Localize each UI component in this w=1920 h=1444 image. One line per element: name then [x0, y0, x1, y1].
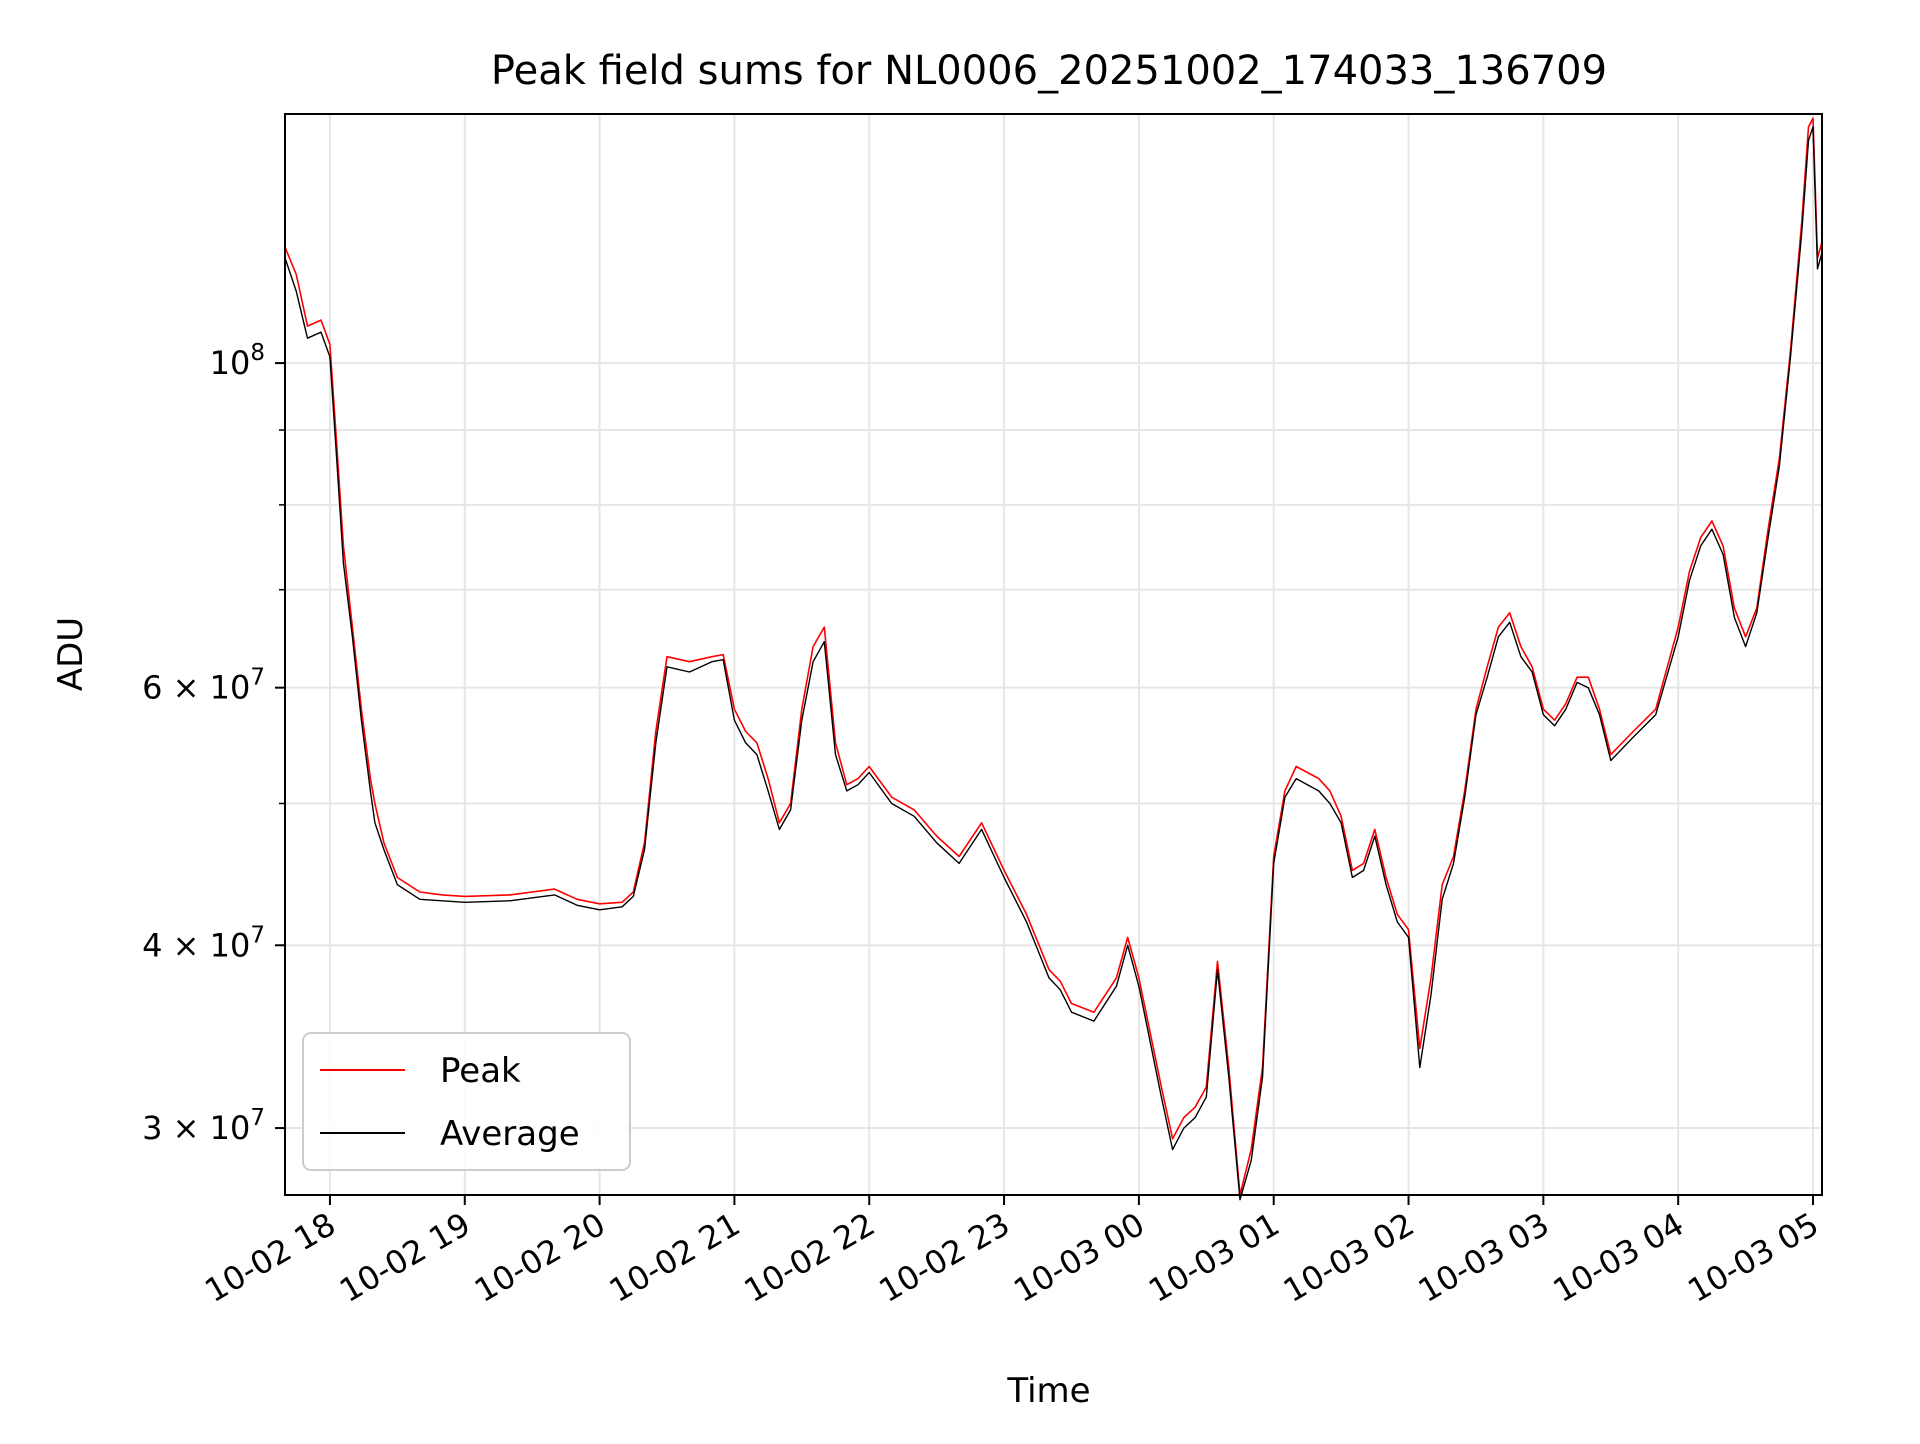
y-tick-label: 6 × 107: [142, 665, 265, 707]
y-tick-label: 3 × 107: [142, 1105, 265, 1147]
chart-title: Peak field sums for NL0006_20251002_1740…: [491, 48, 1607, 94]
grid-layer: [285, 114, 1822, 1195]
series-line-peak: [284, 117, 1823, 1196]
legend: Peak Average: [302, 1032, 631, 1171]
x-axis-label: Time: [1006, 1371, 1090, 1411]
y-tick-label: 4 × 107: [142, 922, 265, 964]
plot-frame: [284, 113, 1823, 1196]
legend-label-peak: Peak: [440, 1051, 521, 1091]
y-axis-label: ADU: [51, 617, 91, 691]
series-line-average: [284, 126, 1823, 1201]
y-tick-label: 108: [210, 340, 265, 382]
legend-label-average: Average: [440, 1114, 580, 1154]
legend-box: [302, 1032, 631, 1171]
series-layer: [284, 117, 1823, 1201]
